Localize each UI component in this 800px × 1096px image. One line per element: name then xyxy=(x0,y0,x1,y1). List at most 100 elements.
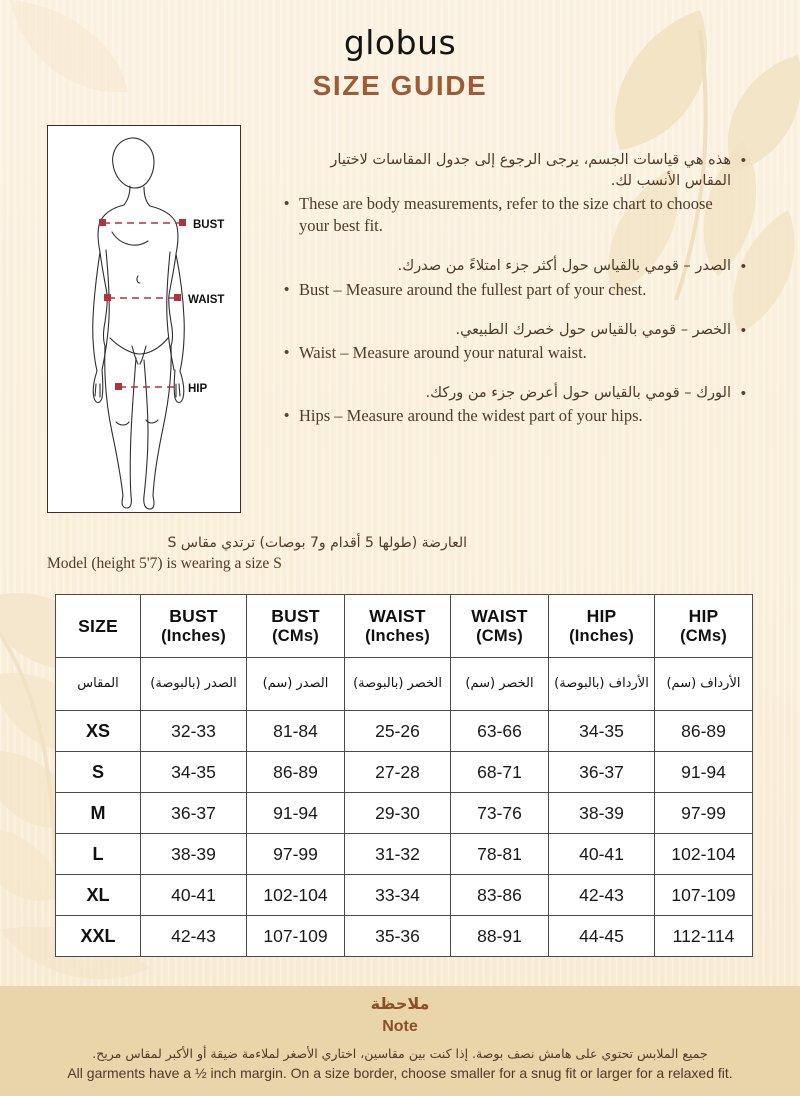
cell-hip-inches: 40-41 xyxy=(548,833,655,875)
model-figure-panel: BUST WAIST HIP xyxy=(47,125,241,513)
cell-hip-cms: 102-104 xyxy=(654,833,753,875)
header-bust-cms-sub: (CMs) xyxy=(272,626,319,645)
cell-hip-cms: 112-114 xyxy=(654,915,753,957)
bullet-icon: • xyxy=(284,280,290,298)
header-ar-size: المقاس xyxy=(55,657,141,711)
instruction-text-ar: هذه هي قياسات الجسم، يرجى الرجوع إلى جدو… xyxy=(330,152,731,190)
bullet-icon: • xyxy=(740,385,746,403)
page-header: globus SIZE GUIDE xyxy=(0,23,800,102)
cell-waist-cms: 78-81 xyxy=(450,833,549,875)
cell-hip-cms: 97-99 xyxy=(654,792,753,834)
header-hip-inches-main: HIP xyxy=(586,605,617,626)
cell-waist-cms: 73-76 xyxy=(450,792,549,834)
cell-hip-cms: 86-89 xyxy=(654,710,753,752)
cell-bust-cms: 107-109 xyxy=(246,915,345,957)
cell-waist-inches: 31-32 xyxy=(344,833,451,875)
cell-bust-cms: 102-104 xyxy=(246,874,345,916)
header-ar-hip-cms: الأرداف (سم) xyxy=(654,657,753,711)
cell-size: XL xyxy=(55,874,141,916)
instruction-text-en: These are body measurements, refer to th… xyxy=(299,194,713,236)
note-title-en: Note xyxy=(382,1017,418,1035)
cell-bust-cms: 81-84 xyxy=(246,710,345,752)
cell-waist-cms: 63-66 xyxy=(450,710,549,752)
header-bust-cms-main: BUST xyxy=(271,605,320,626)
instruction-text-en: Hips – Measure around the widest part of… xyxy=(299,406,643,426)
cell-bust-inches: 40-41 xyxy=(140,874,247,916)
bullet-icon: • xyxy=(740,152,746,169)
header-waist-cms: WAIST (CMs) xyxy=(450,594,549,658)
cell-size: XS xyxy=(55,710,141,752)
female-body-illustration: BUST WAIST HIP xyxy=(92,137,224,510)
instruction-text-en: Bust – Measure around the fullest part o… xyxy=(299,279,647,299)
note-body-en: All garments have a ½ inch margin. On a … xyxy=(67,1064,733,1081)
instruction-group-hips: • الورك – قومي بالقياس حول أعرض جزء من و… xyxy=(284,383,746,427)
bullet-icon: • xyxy=(740,258,746,276)
table-row: L 38-39 97-99 31-32 78-81 40-41 102-104 xyxy=(55,833,753,875)
instruction-row-ar: • هذه هي قياسات الجسم، يرجى الرجوع إلى ج… xyxy=(284,150,746,192)
header-ar-waist-inches: الخصر (بالبوصة) xyxy=(344,657,451,711)
cell-waist-cms: 83-86 xyxy=(450,874,549,916)
header-waist-inches-sub: (Inches) xyxy=(365,626,430,645)
header-hip-cms: HIP (CMs) xyxy=(654,594,753,658)
header-size-main: SIZE xyxy=(78,615,118,636)
instruction-row-en: • Hips – Measure around the widest part … xyxy=(284,405,746,427)
cell-bust-cms: 91-94 xyxy=(246,792,345,834)
waist-marker-right xyxy=(174,294,181,301)
instruction-text-ar: الورك – قومي بالقياس حول أعرض جزء من ورك… xyxy=(425,385,731,402)
header-size: SIZE xyxy=(55,594,141,658)
instruction-row-en: • Waist – Measure around your natural wa… xyxy=(284,342,746,364)
table-row: S 34-35 86-89 27-28 68-71 36-37 91-94 xyxy=(55,751,753,793)
header-waist-inches-main: WAIST xyxy=(369,605,426,626)
cell-hip-inches: 34-35 xyxy=(548,710,655,752)
header-ar-hip-inches: الأرداف (بالبوصة) xyxy=(548,657,655,711)
header-hip-inches: HIP (Inches) xyxy=(548,594,655,658)
header-ar-bust-inches: الصدر (بالبوصة) xyxy=(140,657,247,711)
bullet-icon: • xyxy=(284,407,290,425)
cell-hip-inches: 42-43 xyxy=(548,874,655,916)
instruction-group-waist: • الخصر – قومي بالقياس حول خصرك الطبيعي.… xyxy=(284,320,746,364)
instruction-text-en: Waist – Measure around your natural wais… xyxy=(299,342,587,362)
instruction-row-ar: • الورك – قومي بالقياس حول أعرض جزء من و… xyxy=(284,383,746,404)
note-title-ar: ملاحظة xyxy=(370,994,430,1013)
header-bust-inches-main: BUST xyxy=(169,605,218,626)
note-body-ar: جميع الملابس تحتوي على هامش نصف بوصة. إذ… xyxy=(92,1045,708,1061)
cell-bust-inches: 34-35 xyxy=(140,751,247,793)
cell-bust-cms: 86-89 xyxy=(246,751,345,793)
instruction-row-ar: • الخصر – قومي بالقياس حول خصرك الطبيعي. xyxy=(284,320,746,341)
cell-bust-inches: 36-37 xyxy=(140,792,247,834)
header-ar-waist-cms: الخصر (سم) xyxy=(450,657,549,711)
cell-size: S xyxy=(55,751,141,793)
cell-size: L xyxy=(55,833,141,875)
model-caption-en: Model (height 5'7) is wearing a size S xyxy=(47,554,282,572)
header-bust-inches: BUST (Inches) xyxy=(140,594,247,658)
bullet-icon: • xyxy=(284,195,290,213)
table-header-row-ar: المقاس الصدر (بالبوصة) الصدر (سم) الخصر … xyxy=(55,657,753,711)
hip-label: HIP xyxy=(188,383,208,395)
bust-label: BUST xyxy=(193,219,224,231)
instruction-group-intro: • هذه هي قياسات الجسم، يرجى الرجوع إلى ج… xyxy=(284,150,746,237)
header-ar-bust-cms: الصدر (سم) xyxy=(246,657,345,711)
table-row: M 36-37 91-94 29-30 73-76 38-39 97-99 xyxy=(55,792,753,834)
page-title: SIZE GUIDE xyxy=(312,69,488,101)
header-bust-inches-sub: (Inches) xyxy=(161,626,226,645)
cell-waist-inches: 25-26 xyxy=(344,710,451,752)
cell-waist-inches: 27-28 xyxy=(344,751,451,793)
cell-waist-cms: 88-91 xyxy=(450,915,549,957)
cell-size: M xyxy=(55,792,141,834)
header-waist-cms-sub: (CMs) xyxy=(476,626,523,645)
cell-waist-inches: 33-34 xyxy=(344,874,451,916)
bust-marker-right xyxy=(179,219,186,226)
instruction-row-ar: • الصدر – قومي بالقياس حول أكثر جزء امتل… xyxy=(284,256,746,277)
cell-waist-inches: 29-30 xyxy=(344,792,451,834)
waist-label: WAIST xyxy=(188,294,224,306)
brand-logo: globus xyxy=(343,23,457,62)
instruction-group-bust: • الصدر – قومي بالقياس حول أكثر جزء امتل… xyxy=(284,256,746,300)
cell-hip-cms: 91-94 xyxy=(654,751,753,793)
instruction-text-ar: الخصر – قومي بالقياس حول خصرك الطبيعي. xyxy=(455,321,731,338)
model-caption-ar: العارضة (طولها 5 أقدام و7 بوصات) ترتدي م… xyxy=(167,535,467,551)
waist-marker-left xyxy=(104,294,111,301)
cell-bust-inches: 32-33 xyxy=(140,710,247,752)
bullet-icon: • xyxy=(284,343,290,361)
header-bust-cms: BUST (CMs) xyxy=(246,594,345,658)
cell-waist-inches: 35-36 xyxy=(344,915,451,957)
